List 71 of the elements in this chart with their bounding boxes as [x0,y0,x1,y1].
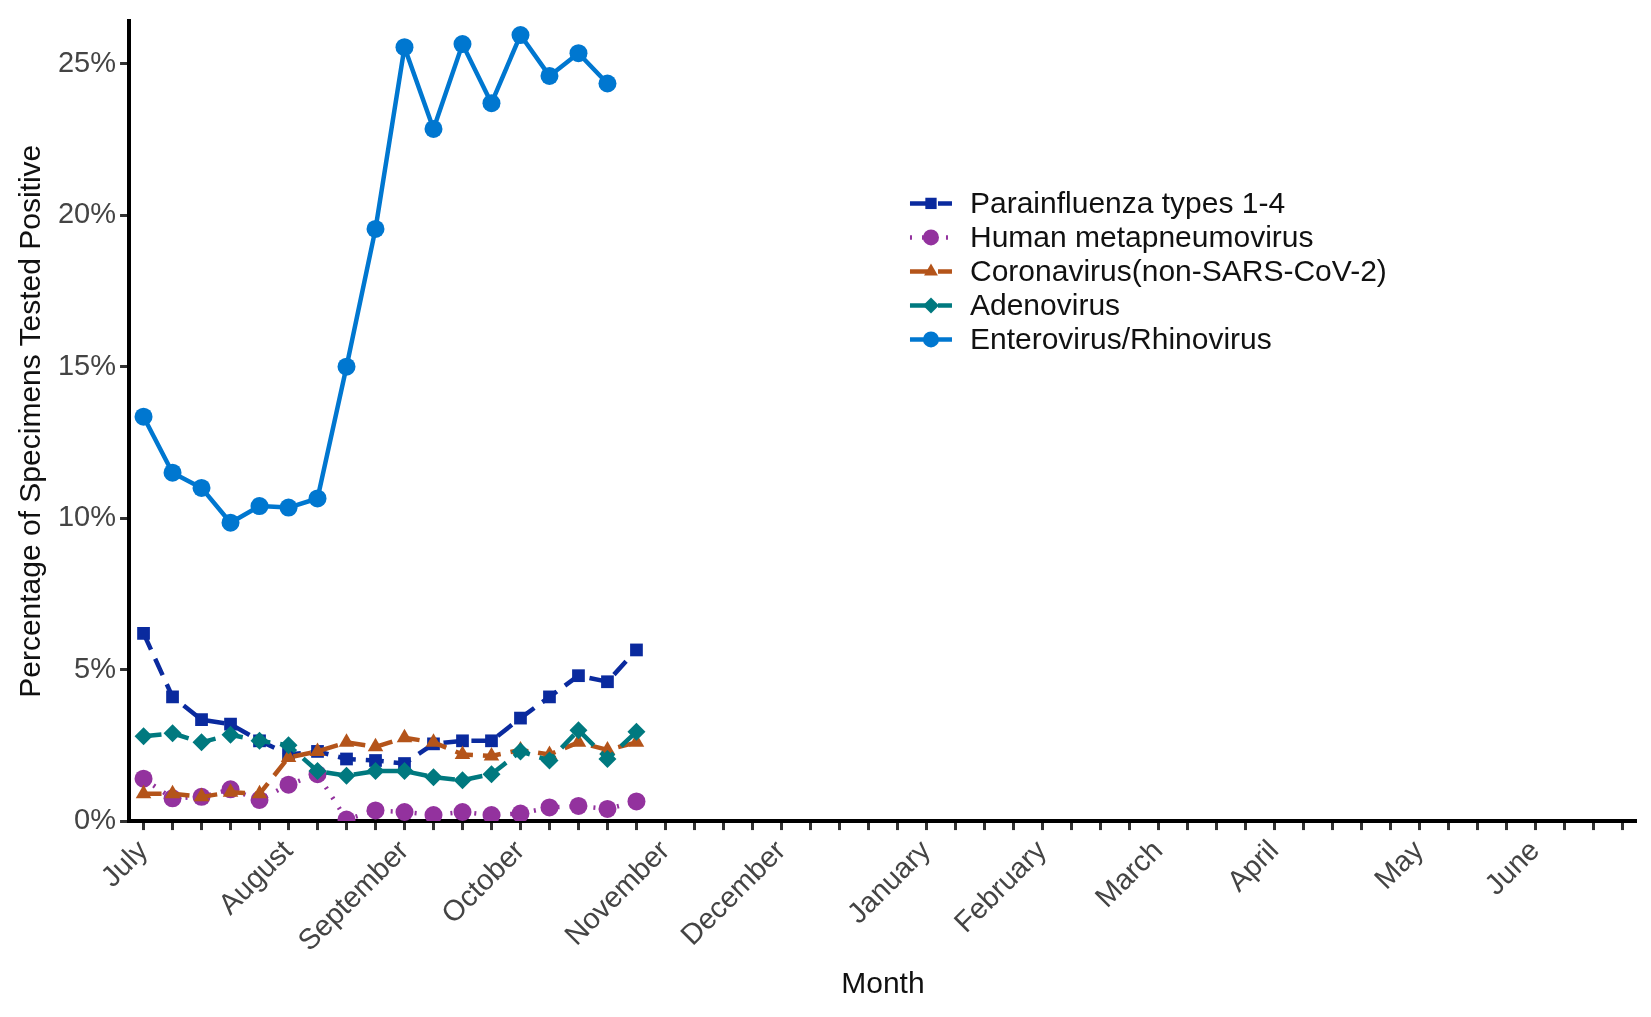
point [598,799,617,818]
point [453,771,472,790]
point [424,806,443,822]
point [395,762,414,781]
point [482,806,501,822]
point [163,724,182,743]
point [221,725,240,744]
point [627,792,646,811]
point [366,801,385,820]
point [598,749,617,768]
point [540,751,559,770]
point [366,219,385,238]
point [195,713,208,726]
point [134,727,153,746]
point [514,711,527,725]
y-tick-label: 0% [74,803,117,836]
x-tick-label: July [94,833,154,893]
point [569,796,588,815]
point [163,463,182,482]
point [456,734,469,748]
point [192,733,211,752]
point [482,94,501,113]
point [601,675,614,689]
point [453,35,472,54]
point [308,489,327,508]
point [279,498,298,517]
point [137,626,150,640]
point [511,26,530,45]
legend-label: Parainfluenza types 1-4 [969,185,1286,219]
legend-label: Enterovirus/Rhinovirus [969,321,1272,355]
point [569,44,588,63]
point [166,690,179,704]
legend-label: Coronavirus(non-SARS-CoV-2) [969,253,1387,287]
y-tick-label: 10% [58,500,117,533]
y-tick-label: 20% [58,197,117,230]
point [540,798,559,817]
point [572,669,585,683]
y-tick-label: 25% [58,45,117,78]
point [485,734,498,748]
x-tick-label: May [1367,833,1430,896]
point [192,478,211,497]
point [598,74,617,93]
point [543,690,556,704]
point [627,722,646,741]
point [250,497,269,516]
point [540,66,559,85]
y-tick-label: 15% [58,348,117,381]
point [337,357,356,376]
point [221,513,240,532]
point [511,742,530,761]
point [511,804,530,822]
point [569,721,588,740]
legend-label: Adenovirus [969,287,1121,321]
point [453,803,472,821]
point [482,765,501,784]
point [395,803,414,821]
point [279,775,298,794]
point [630,643,643,657]
point [337,766,356,785]
point [279,736,298,755]
point [424,119,443,138]
point [134,769,153,788]
point [395,38,414,57]
point [134,407,153,426]
point [424,768,443,787]
point [340,752,353,766]
point [366,762,385,781]
y-axis-title: Percentage of Specimens Tested Positive [13,144,47,698]
legend-label: Human metapneumovirus [969,219,1314,253]
y-tick-label: 5% [74,651,117,684]
x-axis-title: Month [841,966,925,1000]
